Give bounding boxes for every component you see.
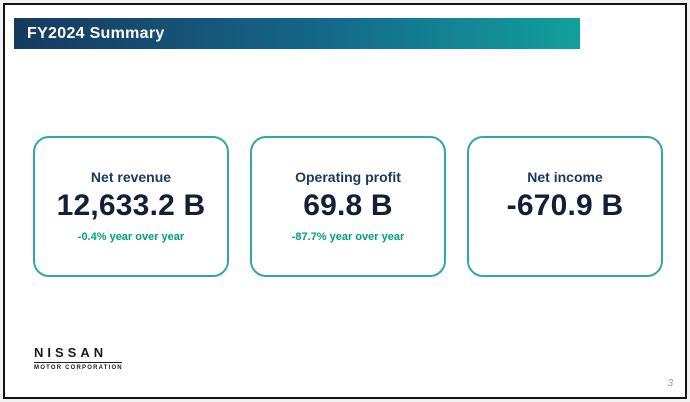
card-value: 12,633.2 B [56, 188, 206, 222]
slide-title: FY2024 Summary [27, 24, 165, 42]
slide: FY2024 Summary Net revenue 12,633.2 B -0… [3, 3, 687, 399]
card-value: 69.8 B [303, 188, 393, 222]
card-net-revenue: Net revenue 12,633.2 B -0.4% year over y… [33, 136, 229, 277]
card-label: Net income [527, 168, 603, 185]
card-operating-profit: Operating profit 69.8 B -87.7% year over… [250, 136, 446, 277]
summary-cards-row: Net revenue 12,633.2 B -0.4% year over y… [33, 136, 663, 277]
card-value: -670.9 B [506, 188, 624, 222]
card-yoy-change: -87.7% year over year [291, 231, 405, 244]
page-number: 3 [667, 378, 673, 389]
card-yoy-change: -0.4% year over year [77, 231, 185, 244]
card-label: Net revenue [90, 168, 172, 185]
brand-name: NISSAN [34, 345, 108, 360]
brand-divider [34, 362, 122, 363]
brand-subtitle: MOTOR CORPORATION [34, 365, 123, 371]
card-label: Operating profit [295, 168, 401, 185]
header-bar: FY2024 Summary [14, 18, 580, 49]
card-net-income: Net income -670.9 B [467, 136, 663, 277]
nissan-logo: NISSAN MOTOR CORPORATION [34, 346, 126, 371]
